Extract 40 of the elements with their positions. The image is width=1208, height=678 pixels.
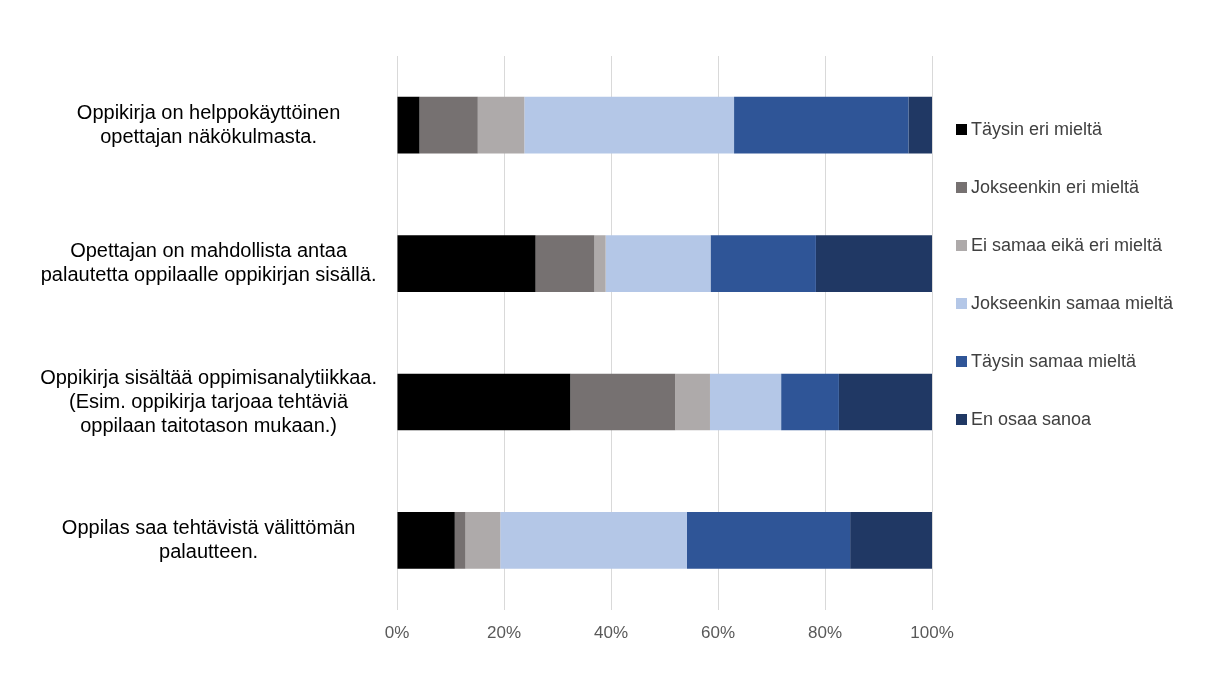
legend-label: En osaa sanoa — [971, 408, 1092, 430]
bar — [397, 235, 536, 292]
bar — [419, 96, 478, 154]
bar — [838, 373, 932, 431]
bar — [605, 235, 711, 292]
y-tick-label: Oppilas saa tehtävistä välittömän palautteen. — [61, 515, 356, 562]
bar — [535, 235, 595, 292]
bar — [397, 96, 420, 154]
bar — [675, 373, 710, 431]
bar — [524, 96, 735, 154]
bar — [734, 96, 909, 154]
x-tick-label: 60% — [700, 623, 736, 643]
bar — [850, 512, 932, 569]
y-tick-label: Opettajan on mahdollista antaa palautetta oppilaalle oppikirjan sisällä. — [40, 239, 377, 286]
legend-label: Täysin eri mieltä — [971, 118, 1103, 140]
bar — [477, 96, 525, 154]
legend-label: Jokseenkin samaa mieltä — [971, 292, 1174, 314]
bar — [454, 512, 466, 569]
legend-label: Ei samaa eikä eri mieltä — [971, 234, 1163, 256]
bar — [465, 512, 501, 569]
bar — [686, 512, 851, 569]
bar — [710, 235, 816, 292]
x-tick-label: 0% — [384, 623, 410, 643]
bar — [397, 373, 571, 431]
y-tick-label: Oppikirja sisältää oppimisanalytiikkaa. (Esim. oppikirja tarjoaa tehtäviä oppilaan taitotason mukaan.) — [40, 365, 378, 436]
bar — [709, 373, 782, 431]
bar — [908, 96, 932, 154]
legend-label: Täysin samaa mieltä — [971, 350, 1137, 372]
bar — [570, 373, 676, 431]
bar — [397, 512, 455, 569]
bar — [500, 512, 687, 569]
legend-label: Jokseenkin eri mieltä — [971, 176, 1140, 198]
x-tick-label: 100% — [910, 623, 954, 643]
y-tick-label: Oppikirja on helppokäyttöinen opettajan näkökulmasta. — [76, 100, 341, 147]
bar — [781, 373, 839, 431]
x-tick-label: 80% — [807, 623, 843, 643]
x-tick-label: 40% — [593, 623, 629, 643]
bar — [815, 235, 932, 292]
bar — [594, 235, 606, 292]
x-tick-label: 20% — [486, 623, 522, 643]
